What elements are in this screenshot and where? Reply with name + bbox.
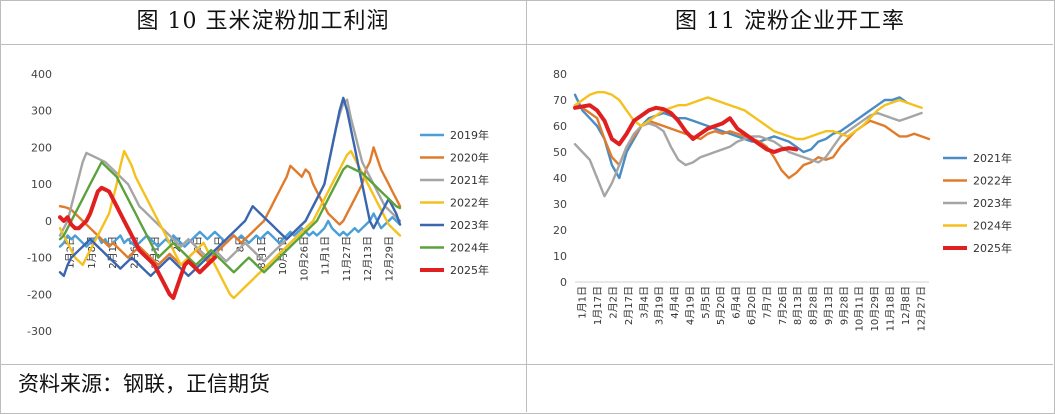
legend-label: 2022年 <box>973 174 1012 188</box>
x-tick-label: 8月1日 <box>256 236 268 269</box>
y-tick-label: 20 <box>553 224 567 237</box>
left-chart-title: 图 10 玉米淀粉加工利润 <box>136 9 390 34</box>
y-tick-label: 50 <box>553 146 567 159</box>
column-divider <box>526 0 527 412</box>
source-row-divider <box>0 364 1053 365</box>
x-tick-label: 10月29日 <box>869 286 881 331</box>
legend-label: 2021年 <box>973 151 1012 165</box>
y-tick-label: 300 <box>31 105 52 118</box>
legend-label: 2022年 <box>450 196 489 210</box>
legend-label: 2025年 <box>973 241 1012 255</box>
x-tick-label: 8月13日 <box>792 286 804 325</box>
series-line <box>58 96 402 278</box>
x-tick-label: 9月13日 <box>823 286 835 325</box>
series-line <box>573 91 923 141</box>
y-tick-label: 30 <box>553 198 567 211</box>
y-tick-label: 100 <box>31 178 52 191</box>
y-tick-label: 70 <box>553 94 567 107</box>
y-tick-label: 10 <box>553 250 567 263</box>
x-tick-label: 2月17日 <box>623 286 635 325</box>
y-tick-label: 0 <box>45 215 52 228</box>
x-tick-label: 10月26日 <box>298 236 310 281</box>
x-tick-label: 12月29日 <box>383 236 395 281</box>
legend-label: 2020年 <box>450 151 489 165</box>
x-tick-label: 6月4日 <box>731 286 743 319</box>
x-tick-label: 2月1日 <box>107 236 119 269</box>
y-tick-label: -200 <box>27 288 52 301</box>
x-tick-label: 11月27日 <box>341 236 353 281</box>
x-tick-label: 8月28日 <box>808 286 820 325</box>
operating-rate-chart: 80 70 60 50 40 30 20 10 0 1月1日 1月17日 2月2日 2月17日 3月4日 3… <box>553 68 1012 331</box>
x-tick-label: 11月18日 <box>885 286 897 331</box>
y-tick-label: 40 <box>553 172 567 185</box>
x-tick-label: 8日 <box>236 236 247 252</box>
x-tick-label: 9日 <box>193 236 204 252</box>
x-tick-label: 7月7日 <box>761 286 773 319</box>
x-tick-label: 7月26日 <box>777 286 789 325</box>
y-tick-label: 60 <box>553 120 567 133</box>
x-tick-label: 2月2日 <box>607 286 619 319</box>
legend-label: 2023年 <box>450 218 489 232</box>
right-chart-title: 图 11 淀粉企业开工率 <box>675 9 905 34</box>
x-tick-label: 4月19日 <box>684 286 696 325</box>
y-tick-label: 80 <box>553 68 567 81</box>
legend-label: 2024年 <box>973 219 1012 233</box>
x-tick-label: 3月4日 <box>638 286 650 319</box>
series-line <box>573 103 799 154</box>
x-tick-label: 12月13日 <box>362 236 374 281</box>
x-tick-label: 5月20日 <box>715 286 727 325</box>
series-line <box>573 93 909 180</box>
series-line <box>58 146 402 267</box>
x-tick-label: 4月4日 <box>669 286 681 319</box>
legend-label: 2023年 <box>973 196 1012 210</box>
x-tick-label: 9月28日 <box>838 286 850 325</box>
x-tick-label: 1月17日 <box>592 286 604 325</box>
series-line <box>58 185 217 300</box>
legend-label: 2025年 <box>450 263 489 277</box>
legend-label: 2019年 <box>450 128 489 142</box>
y-tick-label: -300 <box>27 325 52 338</box>
series-line <box>58 160 402 274</box>
x-tick-label: 3月19日 <box>654 286 666 325</box>
series-line <box>58 149 402 300</box>
series-line <box>58 98 402 263</box>
y-tick-label: 400 <box>31 68 52 81</box>
y-tick-label: -100 <box>27 252 52 265</box>
x-tick-label: 10月11日 <box>854 286 866 331</box>
x-tick-label: 6月20日 <box>746 286 758 325</box>
source-note: 资料来源：钢联，正信期货 <box>18 372 270 396</box>
x-tick-label: 11月1日 <box>320 236 332 275</box>
legend-label: 2024年 <box>450 241 489 255</box>
legend-label: 2021年 <box>450 173 489 187</box>
x-tick-label: 12月27日 <box>915 286 927 331</box>
y-tick-label: 200 <box>31 141 52 154</box>
x-tick-label: 5月5日 <box>700 286 712 319</box>
x-tick-label: 1月1日 <box>577 286 589 319</box>
title-row-divider <box>0 44 1053 45</box>
x-tick-label: 12月8日 <box>900 286 912 325</box>
y-tick-label: 0 <box>560 276 567 289</box>
